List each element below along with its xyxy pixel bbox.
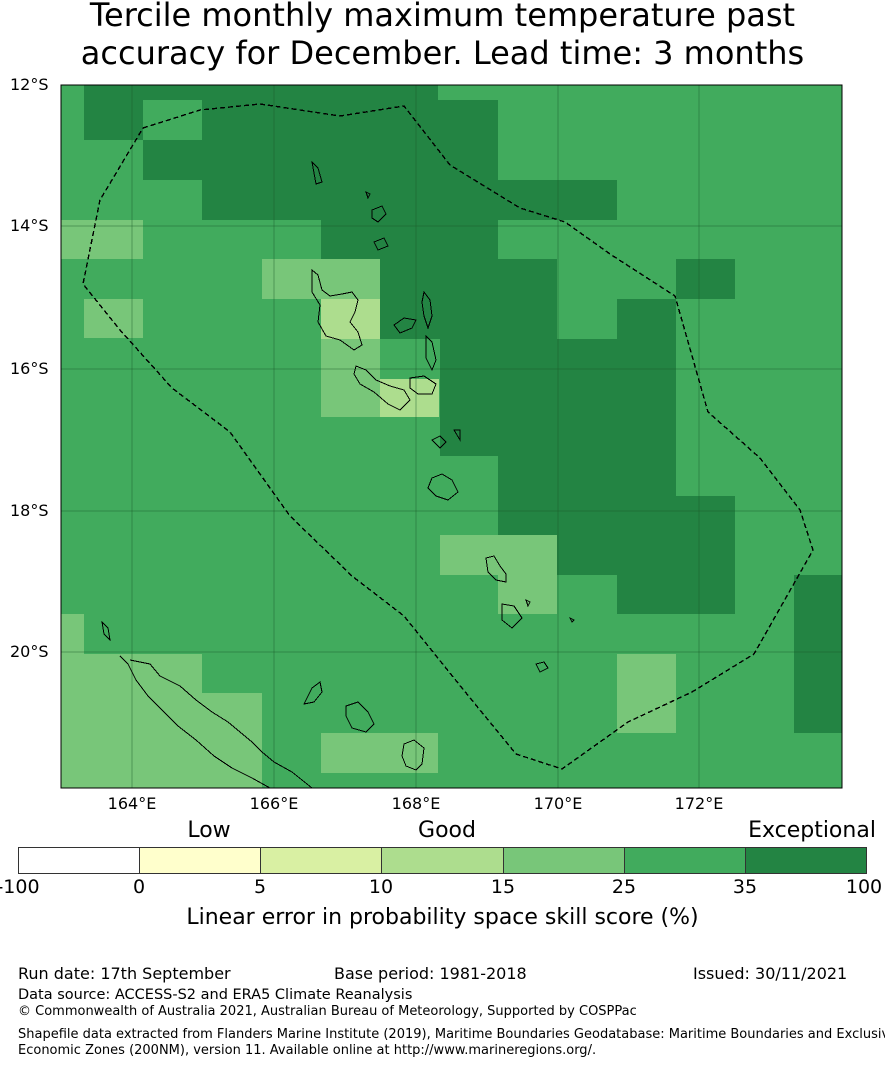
lat-label-20s: 20°S <box>10 642 49 661</box>
category-exceptional: Exceptional <box>748 818 876 843</box>
lon-label-166e: 166°E <box>249 794 299 813</box>
map-frame <box>60 84 843 789</box>
lon-label-168e: 168°E <box>391 794 441 813</box>
data-source: Data source: ACCESS-S2 and ERA5 Climate … <box>18 987 413 1003</box>
colorbar-tick: -100 <box>0 876 40 898</box>
lon-label-172e: 172°E <box>674 794 724 813</box>
copyright: © Commonwealth of Australia 2021, Austra… <box>18 1004 637 1019</box>
colorbar-tick: 25 <box>611 876 637 898</box>
eez-boundary <box>82 103 814 770</box>
colorbar-bin-35-100 <box>745 847 867 874</box>
lat-label-16s: 16°S <box>10 359 49 378</box>
colorbar-bin-15-25 <box>503 847 624 874</box>
colorbar-tick: 5 <box>253 876 267 898</box>
colorbar-tick: 100 <box>845 876 883 898</box>
colorbar-tick: 35 <box>732 876 758 898</box>
map-gridlines <box>61 85 842 788</box>
lat-label-18s: 18°S <box>10 501 49 520</box>
colorbar-bin-25-35 <box>624 847 745 874</box>
shapefile-credit-line-2: Economic Zones (200NM), version 11. Avai… <box>18 1043 597 1058</box>
base-period: Base period: 1981-2018 <box>334 964 527 983</box>
colorbar-bin-0-5 <box>139 847 260 874</box>
title-line-1: Tercile monthly maximum temperature past <box>89 0 796 34</box>
category-low: Low <box>187 818 231 843</box>
skill-map <box>60 84 843 789</box>
lon-label-170e: 170°E <box>533 794 583 813</box>
colorbar-bin-5-10 <box>260 847 381 874</box>
skill-cells-exceptional <box>84 85 842 733</box>
category-good: Good <box>418 818 476 843</box>
colorbar-label: Linear error in probability space skill … <box>186 905 699 930</box>
lon-label-164e: 164°E <box>107 794 157 813</box>
shapefile-credit-line-1: Shapefile data extracted from Flanders M… <box>18 1027 885 1042</box>
lat-label-12s: 12°S <box>10 75 49 94</box>
colorbar-bin-neg100-0 <box>18 847 139 874</box>
lat-label-14s: 14°S <box>10 216 49 235</box>
coastlines <box>101 160 575 788</box>
colorbar-tick: 10 <box>368 876 394 898</box>
title-line-2: accuracy for December. Lead time: 3 mont… <box>80 34 805 72</box>
colorbar-bin-10-15 <box>381 847 503 874</box>
colorbar-tick: 15 <box>490 876 516 898</box>
run-date: Run date: 17th September <box>18 964 231 983</box>
colorbar-tick: 0 <box>132 876 146 898</box>
chart-title: Tercile monthly maximum temperature past… <box>0 0 885 72</box>
issued-date: Issued: 30/11/2021 <box>693 964 848 983</box>
